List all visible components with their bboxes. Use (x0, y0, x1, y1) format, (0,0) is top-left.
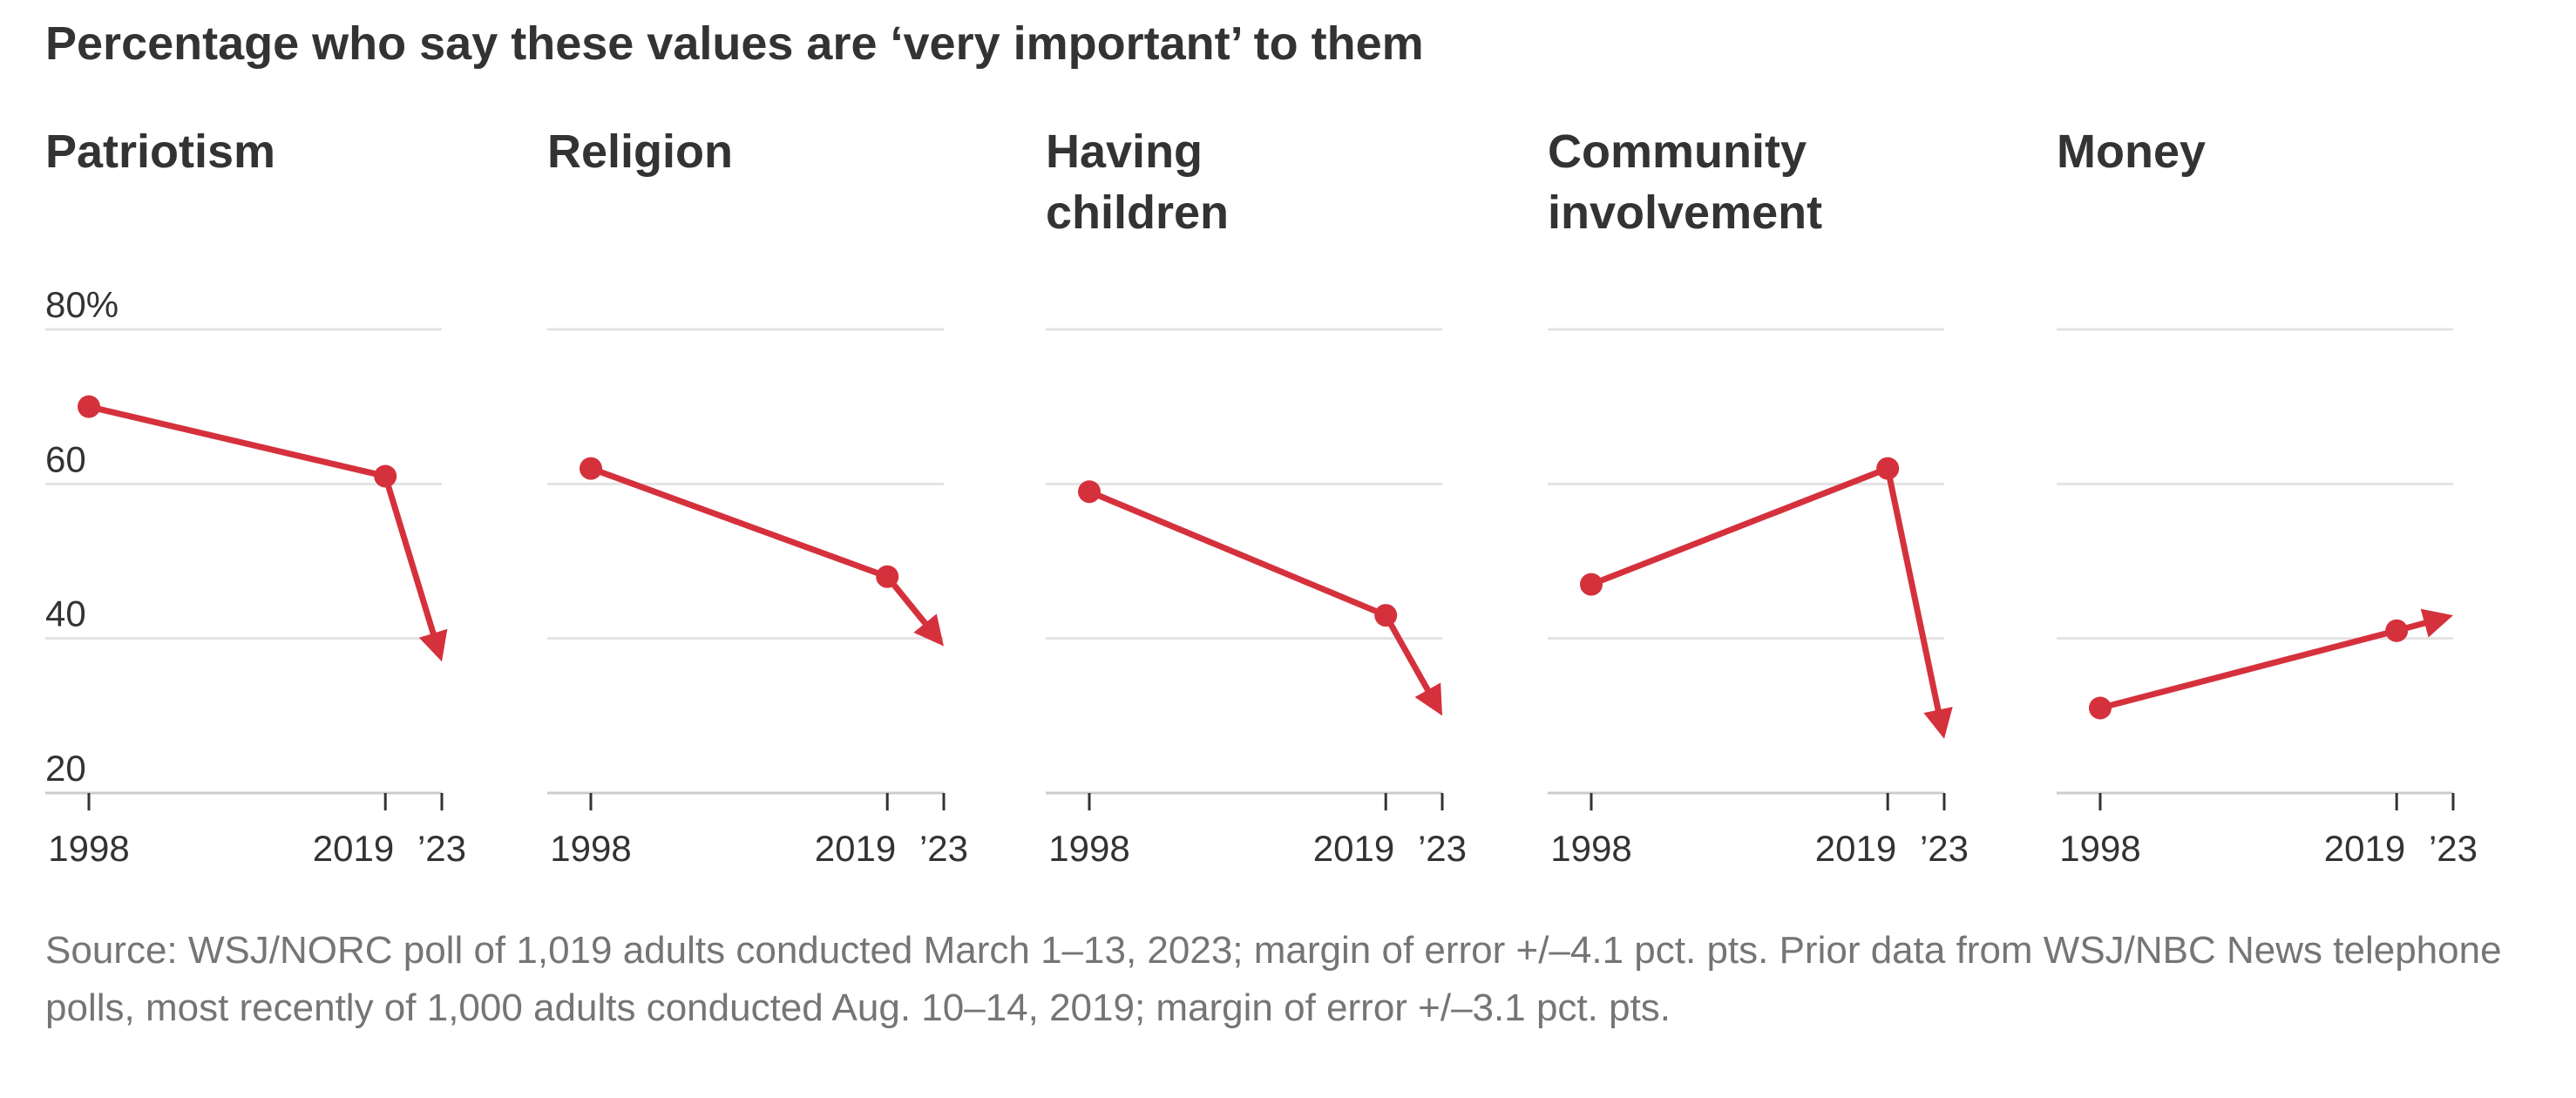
series-line-segment (1382, 612, 1437, 704)
x-tick-label: 2019 (815, 828, 896, 869)
x-tick-label: ’23 (417, 828, 466, 869)
chart-panel: Religion 1998 2019 ’23 (547, 125, 968, 869)
panel-title: Community (1548, 125, 1807, 178)
panel-title: Religion (547, 125, 733, 178)
x-tick-label: 1998 (2059, 828, 2140, 869)
x-tick-label: 1998 (48, 828, 129, 869)
panel-title: children (1046, 186, 1229, 239)
x-tick-label: 2019 (2324, 828, 2405, 869)
x-tick-label: 1998 (1550, 828, 1631, 869)
x-tick-label: ’23 (1920, 828, 1969, 869)
series-line-segment (2097, 627, 2400, 711)
series-point (2089, 696, 2112, 720)
x-tick-label: 2019 (313, 828, 394, 869)
x-tick-label: 2019 (1313, 828, 1394, 869)
series-line-segment (1588, 465, 1891, 588)
series-point (78, 395, 100, 418)
panel-title: involvement (1548, 186, 1822, 239)
series-point (1078, 480, 1101, 504)
x-tick-label: 1998 (550, 828, 631, 869)
panel-title: Money (2057, 125, 2206, 178)
series-arrowhead (418, 628, 448, 662)
series-arrowhead (1923, 707, 1953, 739)
x-tick-label: 2019 (1815, 828, 1896, 869)
y-tick-label: 80% (45, 284, 119, 325)
small-multiples-chart: Patriotism 80% 60 40 20 1998 2019 ’23 Religion 19… (45, 125, 2478, 869)
y-tick-label: 40 (45, 593, 86, 634)
series-arrowhead (913, 613, 944, 647)
series-point (1580, 573, 1603, 596)
series-line-segment (85, 403, 389, 479)
series-point (1876, 457, 1900, 480)
chart-panel: Having children 1998 2019 ’23 (1046, 125, 1467, 869)
series-point (876, 565, 899, 588)
panel-title: Patriotism (45, 125, 275, 178)
x-tick-label: ’23 (1418, 828, 1467, 869)
series-line-segment (1086, 488, 1389, 619)
series-point (580, 457, 602, 480)
chart-title: Percentage who say these values are ‘ver… (45, 17, 1424, 70)
source-note: Source: WSJ/NORC poll of 1,019 adults co… (45, 929, 2502, 1029)
series-line-segment (382, 472, 440, 648)
x-tick-label: ’23 (919, 828, 968, 869)
series-arrowhead (2420, 608, 2453, 638)
panel-title: Having (1046, 125, 1203, 178)
series-line-segment (1884, 465, 1944, 725)
x-tick-label: 1998 (1048, 828, 1129, 869)
series-point (2385, 619, 2409, 642)
chart-panel: Community involvement 1998 2019 ’23 (1548, 125, 1969, 869)
x-tick-label: ’23 (2429, 828, 2478, 869)
y-tick-label: 60 (45, 438, 86, 479)
series-arrowhead (1414, 682, 1442, 716)
series-point (374, 464, 397, 488)
series-line-segment (587, 465, 891, 580)
y-tick-label: 20 (45, 748, 86, 789)
chart-panel: Patriotism 80% 60 40 20 1998 2019 ’23 (45, 125, 466, 869)
series-point (1374, 604, 1398, 627)
chart-panel: Money 1998 2019 ’23 (2057, 125, 2478, 869)
